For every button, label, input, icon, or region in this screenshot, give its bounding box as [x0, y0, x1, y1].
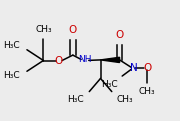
- Text: CH₃: CH₃: [117, 95, 134, 104]
- Polygon shape: [100, 57, 120, 63]
- Text: N: N: [130, 63, 137, 73]
- Text: H₃C: H₃C: [3, 41, 20, 50]
- Text: CH₃: CH₃: [35, 25, 52, 34]
- Text: H₃C: H₃C: [3, 71, 20, 80]
- Text: H₃C: H₃C: [68, 95, 84, 104]
- Text: CH₃: CH₃: [139, 87, 156, 96]
- Text: O: O: [55, 56, 63, 65]
- Text: NH: NH: [78, 55, 92, 64]
- Text: O: O: [69, 25, 77, 35]
- Text: H₃C: H₃C: [101, 80, 118, 89]
- Text: O: O: [115, 30, 124, 40]
- Text: O: O: [143, 63, 151, 73]
